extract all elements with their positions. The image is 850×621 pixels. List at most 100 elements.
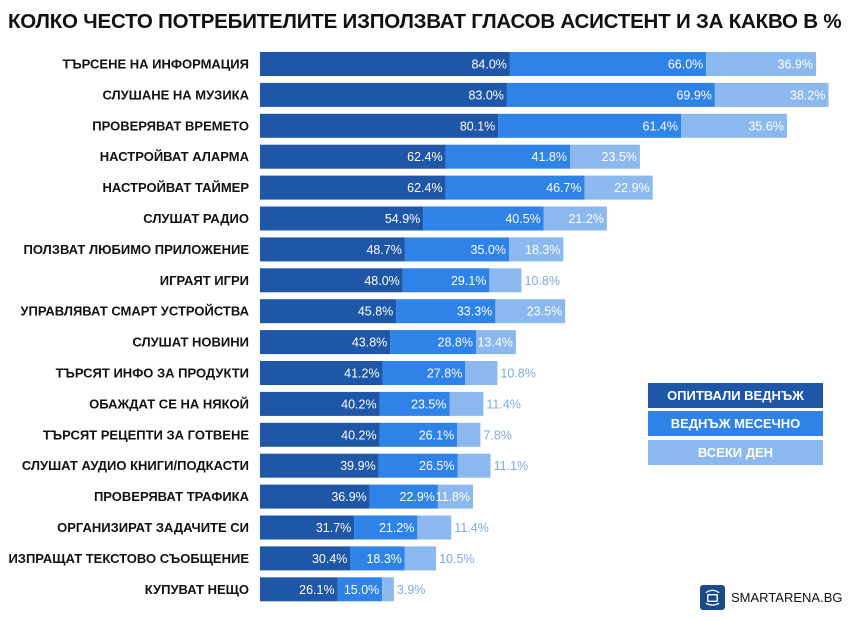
value-label-daily: 21.2% <box>568 212 603 226</box>
bar-once <box>260 144 446 169</box>
bar-daily <box>465 361 498 385</box>
value-label-monthly: 33.3% <box>457 305 492 319</box>
bar-once <box>260 391 380 416</box>
bar-daily <box>449 391 484 416</box>
value-label-monthly: 21.2% <box>379 521 414 535</box>
category-label: ОРГАНИЗИРАТ ЗАДАЧИТЕ СИ <box>57 520 249 535</box>
bar-monthly <box>445 144 570 169</box>
bar-once <box>260 52 510 76</box>
value-label-monthly: 22.9% <box>399 490 434 504</box>
bar-daily <box>457 453 491 478</box>
value-label-monthly: 27.8% <box>427 367 462 381</box>
value-label-daily: 23.5% <box>527 305 562 319</box>
category-label: НАСТРОЙВАТ АЛАРМА <box>100 149 250 164</box>
value-label-once: 54.9% <box>385 212 420 226</box>
value-label-daily: 23.5% <box>601 150 636 164</box>
bar-monthly <box>382 361 466 385</box>
category-label: СЛУШАНЕ НА МУЗИКА <box>102 87 249 102</box>
bar-monthly <box>379 391 450 416</box>
value-label-once: 39.9% <box>340 459 375 473</box>
legend-label-daily: ВСЕКИ ДЕН <box>697 445 774 460</box>
category-label: ПРОВЕРЯВАТ ВРЕМЕТО <box>92 118 249 133</box>
value-label-once: 45.8% <box>358 305 393 319</box>
value-label-monthly: 35.0% <box>471 243 506 257</box>
bar-daily <box>382 577 394 602</box>
bar-monthly <box>354 515 418 540</box>
value-label-monthly: 46.7% <box>546 181 581 195</box>
bar-once <box>260 515 355 540</box>
value-label-once: 62.4% <box>407 181 442 195</box>
bar-monthly <box>445 175 585 200</box>
bar-monthly <box>369 484 438 509</box>
value-label-monthly: 41.8% <box>532 150 567 164</box>
bar-monthly <box>402 268 490 293</box>
value-label-once: 83.0% <box>468 88 503 102</box>
category-label: УПРАВЛЯВАТ СМАРТ УСТРОЙСТВА <box>20 304 249 319</box>
bar-monthly <box>337 577 383 602</box>
bar-daily <box>476 330 516 355</box>
category-label: ОБАЖДАТ СЕ НА НЯКОЙ <box>89 396 249 411</box>
value-label-monthly: 15.0% <box>344 583 379 597</box>
value-label-monthly: 40.5% <box>505 212 540 226</box>
bar-daily <box>570 144 640 169</box>
value-label-once: 26.1% <box>299 583 334 597</box>
value-label-monthly: 61.4% <box>643 119 678 133</box>
bar-monthly <box>404 237 509 262</box>
bar-once <box>260 113 499 138</box>
value-label-daily: 38.2% <box>790 88 825 102</box>
bar-daily <box>584 175 653 200</box>
bar-daily <box>417 515 452 540</box>
category-label: НАСТРОЙВАТ ТАЙМЕР <box>103 180 250 195</box>
value-label-daily: 35.6% <box>748 119 783 133</box>
value-label-monthly: 28.8% <box>438 336 473 350</box>
bar-once <box>260 237 405 262</box>
value-label-daily: 22.9% <box>614 181 649 195</box>
legend-item-once: ОПИТВАЛИ ВЕДНЪЖ <box>648 383 823 408</box>
bar-daily <box>437 484 473 509</box>
bar-once <box>260 361 383 385</box>
bar-daily <box>681 113 787 138</box>
value-label-daily: 13.4% <box>477 336 512 350</box>
value-label-monthly: 26.1% <box>419 428 454 442</box>
chart-title: КОЛКО ЧЕСТО ПОТРЕБИТЕЛИТЕ ИЗПОЛЗВАТ ГЛАС… <box>8 10 842 33</box>
value-label-once: 41.2% <box>344 367 379 381</box>
value-label-daily: 11.8% <box>435 490 470 504</box>
bar-once <box>260 206 424 231</box>
bar-monthly <box>423 206 544 231</box>
value-label-daily: 36.9% <box>778 58 813 72</box>
category-label: КУПУВАТ НЕЩО <box>145 582 249 597</box>
bar-monthly <box>350 546 405 571</box>
value-label-monthly: 18.3% <box>366 552 401 566</box>
bar-once <box>260 453 379 478</box>
value-label-once: 48.0% <box>364 274 399 288</box>
bar-once <box>260 268 403 293</box>
bar-once <box>260 422 380 447</box>
bar-once <box>260 577 338 602</box>
value-label-daily: 7.8% <box>483 428 512 442</box>
value-label-once: 30.4% <box>312 552 347 566</box>
category-label: СЛУШАТ АУДИО КНИГИ/ПОДКАСТИ <box>22 458 249 473</box>
bar-monthly <box>396 299 496 324</box>
bar-once <box>260 484 370 509</box>
value-label-monthly: 69.9% <box>676 88 711 102</box>
bar-monthly <box>379 422 458 447</box>
value-label-once: 36.9% <box>331 490 366 504</box>
value-label-monthly: 29.1% <box>451 274 486 288</box>
smartarena-logo-icon <box>700 585 725 610</box>
category-label: ИЗПРАЩАТ ТЕКСТОВО СЪОБЩЕНИЕ <box>8 551 249 566</box>
category-label: СЛУШАТ РАДИО <box>143 211 249 226</box>
category-label: ПРОВЕРЯВАТ ТРАФИКА <box>94 489 250 504</box>
bar-once <box>260 82 507 107</box>
bar-monthly <box>390 330 476 355</box>
value-label-once: 31.7% <box>316 521 351 535</box>
category-label: ТЪРСЕНЕ НА ИНФОРМАЦИЯ <box>62 57 249 72</box>
bar-daily <box>543 206 607 231</box>
bar-daily <box>404 546 437 571</box>
bar-once <box>260 175 446 200</box>
value-label-daily: 10.5% <box>439 552 474 566</box>
bar-monthly <box>509 52 707 76</box>
bar-daily <box>457 422 481 447</box>
value-label-once: 40.2% <box>341 397 376 411</box>
bar-monthly <box>506 82 715 107</box>
value-label-once: 62.4% <box>407 150 442 164</box>
